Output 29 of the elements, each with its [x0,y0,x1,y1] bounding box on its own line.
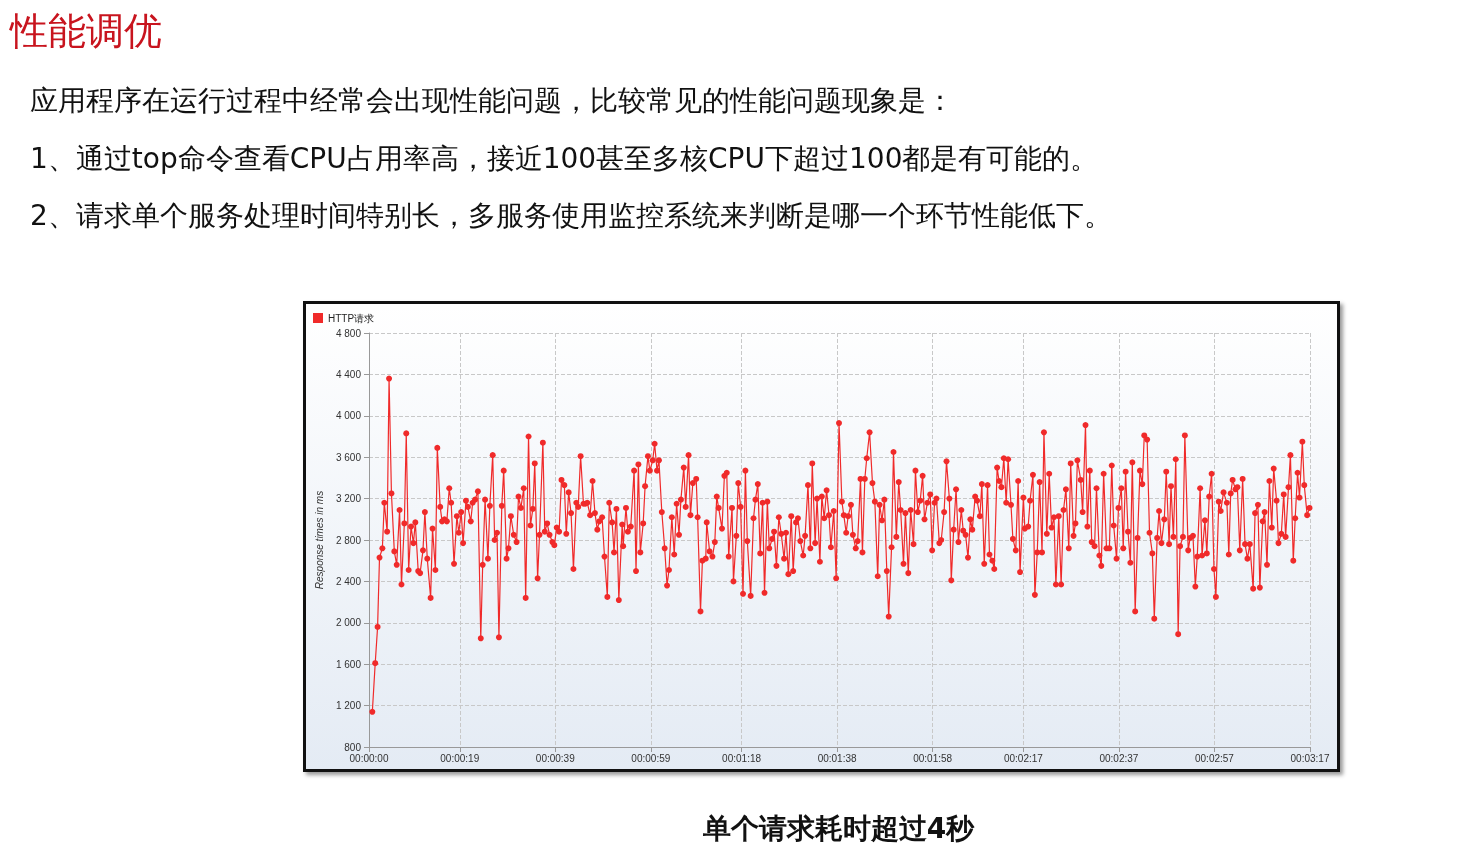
y-tick-label: 1 200 [335,700,362,712]
y-tick-label: 4 000 [335,410,362,422]
chart-title: 性能调优 [10,8,162,55]
y-tick-label: 3 200 [335,493,362,505]
x-tick-label: 00:02:17 [1003,752,1044,764]
x-tick-label: 00:00:19 [440,752,480,764]
y-tick-label: 1 600 [335,658,362,670]
text: 2、请求单个服务处理时间特别长，多服务使用监控系统来判断是哪一个环节性能低下。 [30,198,1112,234]
x-tick-label: 00:03:17 [1290,752,1330,764]
y-tick-label: 2 000 [335,617,362,629]
legend-label: HTTP请求 [328,312,375,324]
y-axis-title: Response times in ms [313,490,325,590]
x-tick-label: 00:02:57 [1195,752,1235,764]
y-tick-label: 800 [344,741,362,753]
y-tick-label: 4 400 [335,368,362,380]
x-tick-label: 00:00:00 [349,752,389,764]
text: 1、通过top命令查看CPU占用率高，接近100甚至多核CPU下超过100都是有可能的。 [30,141,1099,177]
y-tick-label: 4 800 [335,327,362,339]
y-tick-label: 3 600 [335,451,362,463]
x-tick-label: 00:01:58 [913,752,953,764]
x-tick-label: 00:01:38 [817,752,858,764]
y-tick-label: 2 400 [335,575,362,587]
x-tick-label: 00:01:18 [722,752,762,764]
x-tick-label: 00:02:37 [1099,752,1139,764]
text: 应用程序在运行过程中经常会出现性能问题，比较常见的性能问题现象是： [30,83,954,119]
text: 单个请求耗时超过4秒 [701,811,976,847]
x-tick-label: 00:00:39 [535,752,576,764]
y-tick-label: 2 800 [335,534,362,546]
x-tick-label: 00:00:59 [631,752,671,764]
